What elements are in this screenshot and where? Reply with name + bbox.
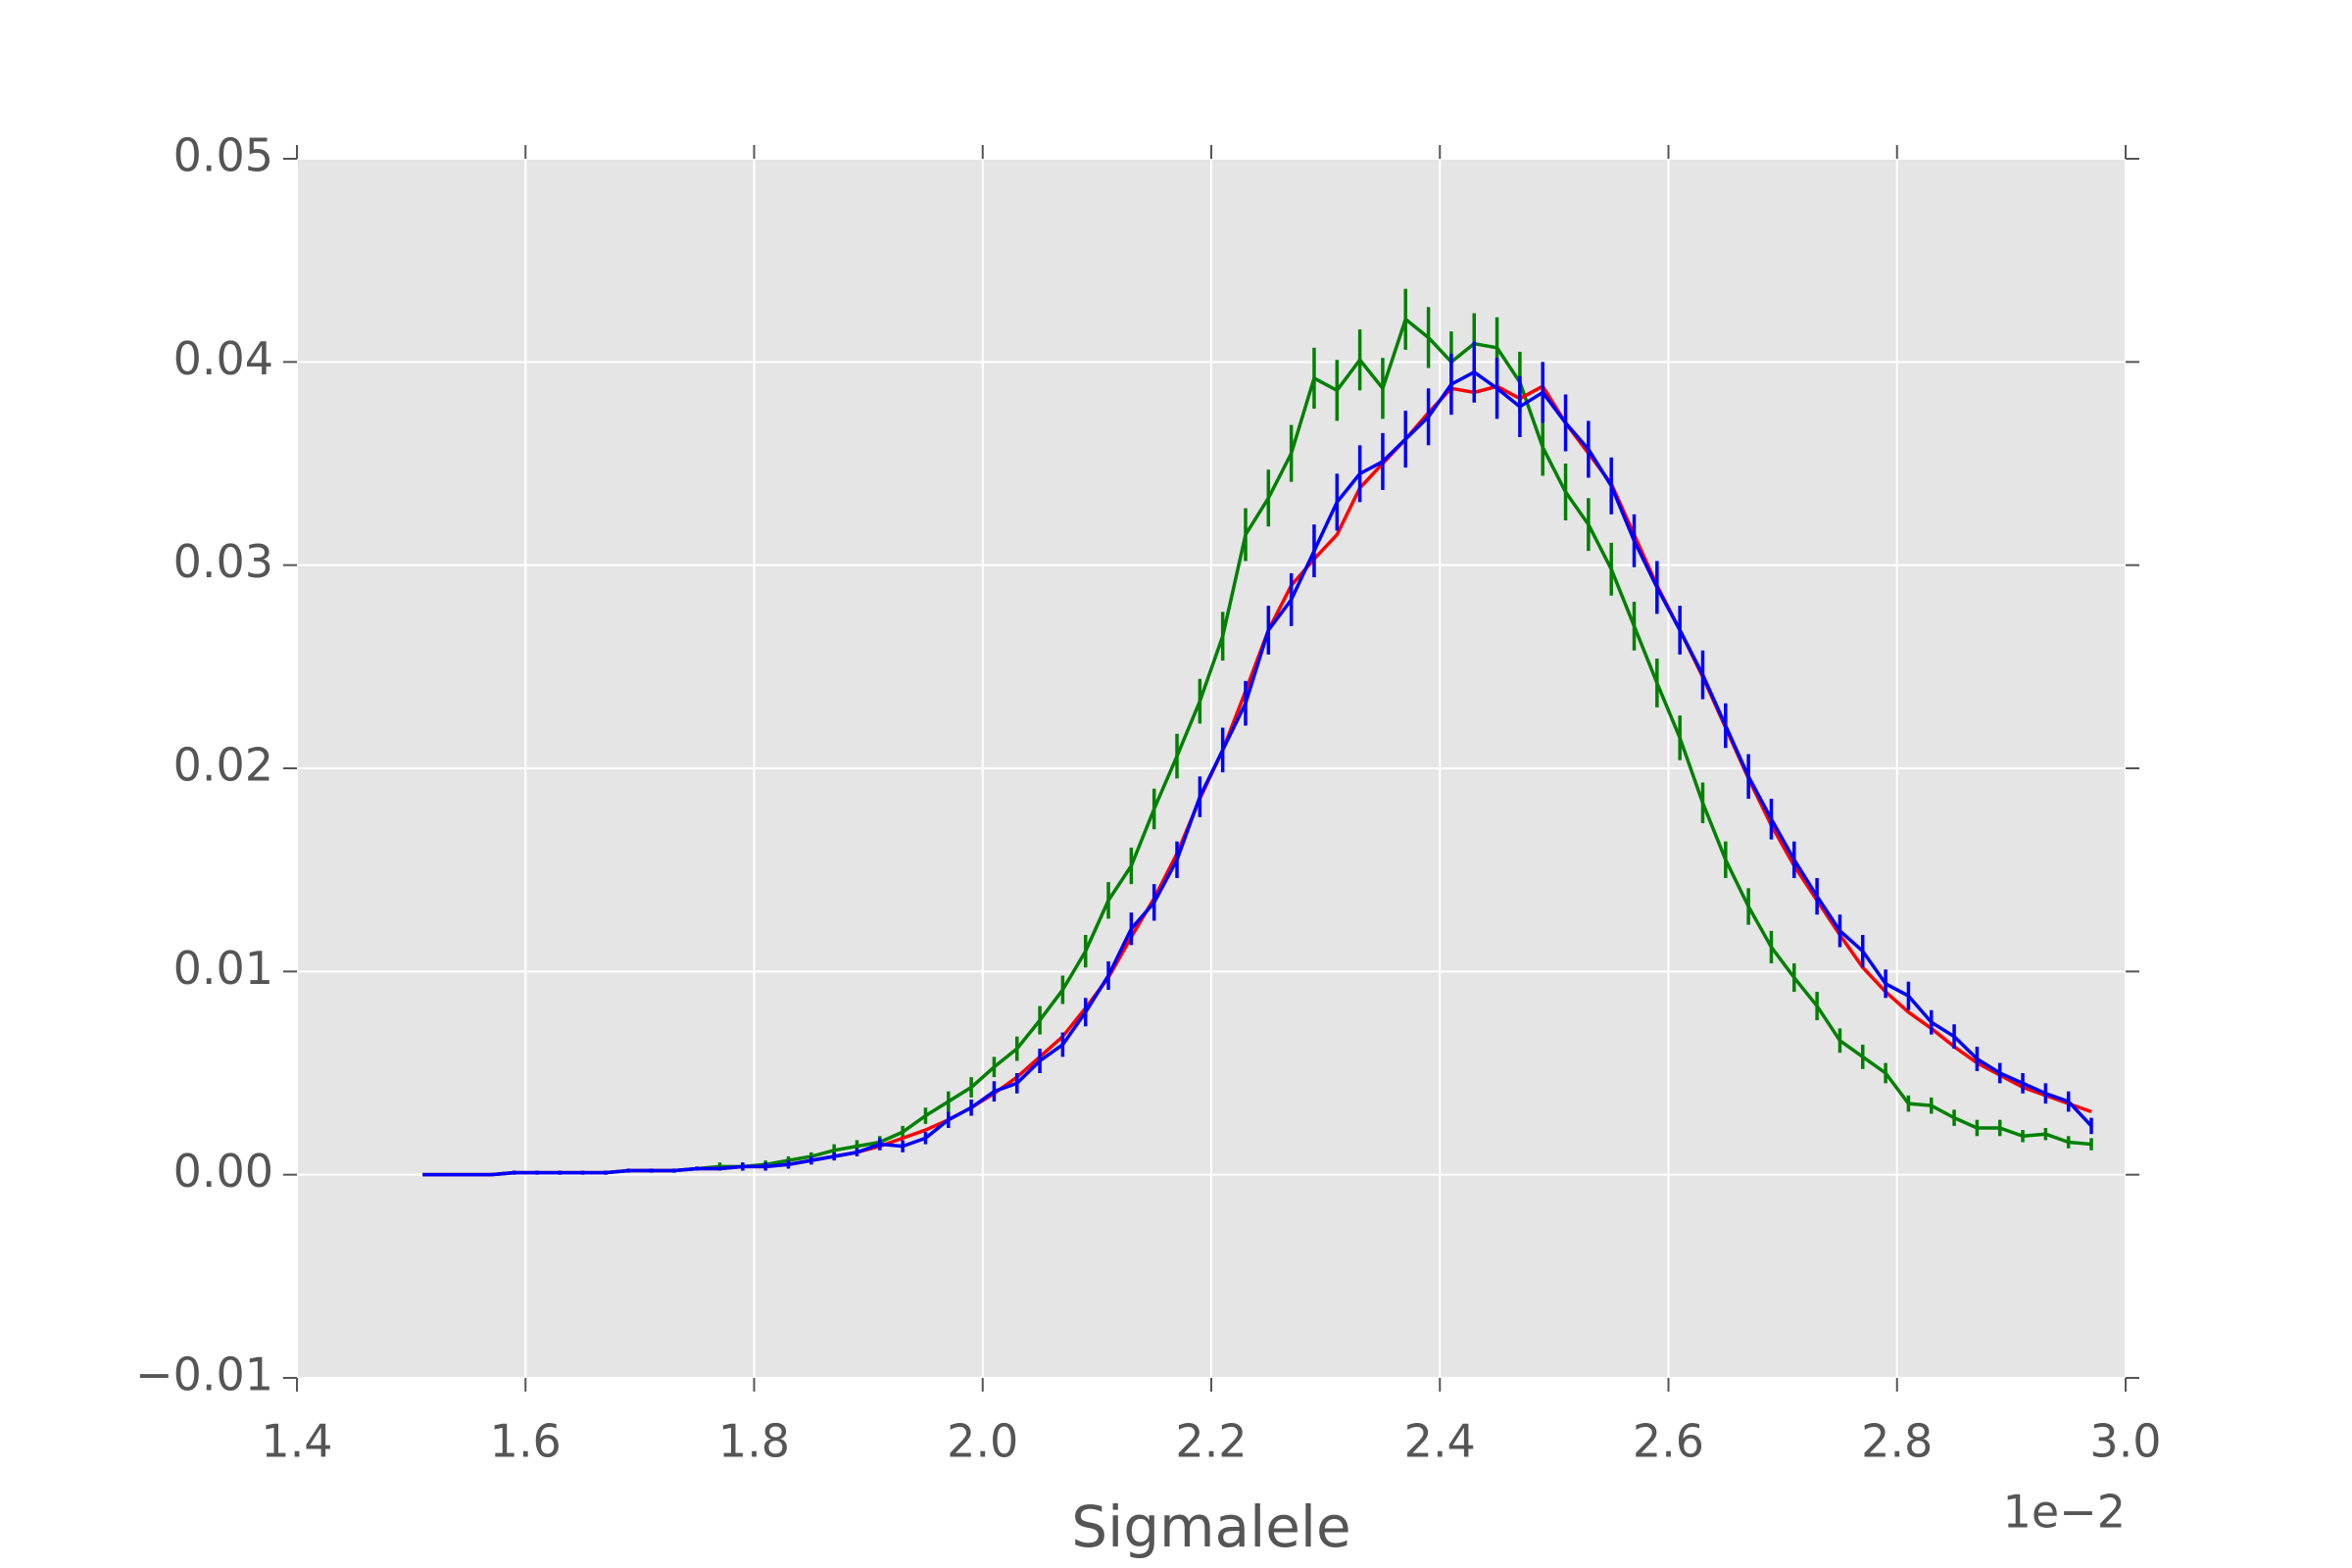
x-tick-label: 1.4 [261, 1415, 332, 1468]
y-tick-label: 0.05 [173, 129, 273, 182]
y-tick-label: 0.02 [173, 739, 273, 792]
y-tick-label: 0.01 [173, 942, 273, 995]
x-tick-label: 2.8 [1861, 1415, 1933, 1468]
x-offset-label: 1e−2 [2003, 1486, 2126, 1539]
x-tick-label: 3.0 [2089, 1415, 2161, 1468]
y-tick-label: 0.00 [173, 1145, 273, 1198]
axes: 1.4 1.6 1.8 2.0 2.2 2.4 2.6 2.8 3.0 −0.01 0.00 0.01… [135, 129, 2162, 1468]
y-tick-label: −0.01 [135, 1348, 273, 1401]
x-tick-label: 2.2 [1175, 1415, 1247, 1468]
x-tick-label: 1.6 [490, 1415, 562, 1468]
y-tick-label: 0.03 [173, 535, 273, 588]
x-tick-label: 1.8 [718, 1415, 790, 1468]
data-marks [422, 288, 2093, 1177]
x-tick-label: 2.4 [1404, 1415, 1476, 1468]
x-tick-label: 2.6 [1633, 1415, 1704, 1468]
series-line [422, 369, 2093, 1177]
x-tick-label: 2.0 [947, 1415, 1018, 1468]
x-axis-label: Sigmalele [1071, 1494, 1350, 1560]
y-tick-label: 0.04 [173, 332, 273, 385]
